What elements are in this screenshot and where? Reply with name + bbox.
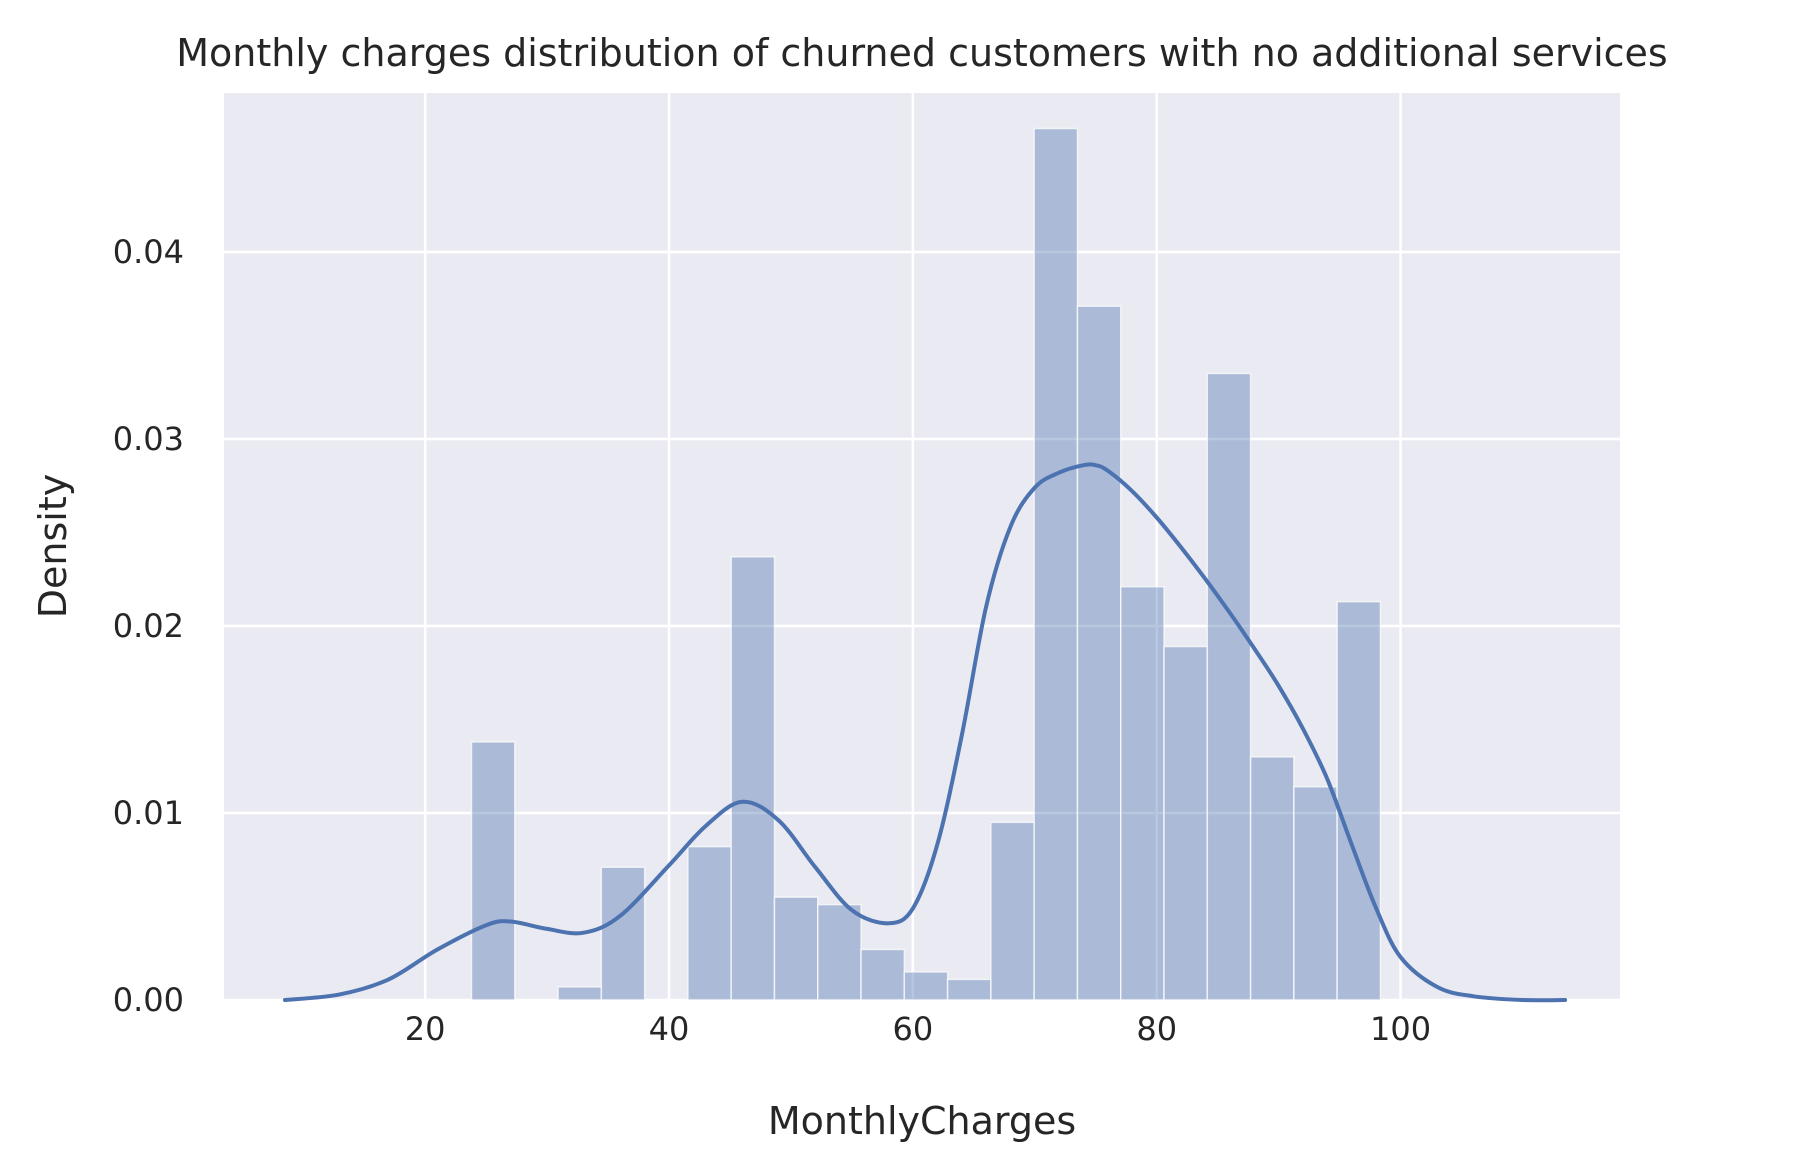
x-tick-labels: 20 40 60 80 100 (405, 1010, 1431, 1048)
x-tick-label-2: 60 (892, 1010, 933, 1048)
plot-background (224, 93, 1620, 1000)
histogram-bar-20 (1336, 600, 1382, 1001)
histogram-bar-6 (730, 556, 776, 1001)
y-tick-labels: 0.00 0.01 0.02 0.03 0.04 (113, 233, 184, 1019)
histogram-bars (470, 127, 1382, 1001)
histogram-bar-16 (1163, 645, 1209, 1001)
x-axis-label: MonthlyCharges (768, 1099, 1076, 1143)
histogram-bar-12 (990, 821, 1035, 1001)
histogram-bar-3 (600, 866, 646, 1001)
y-tick-label-3: 0.03 (113, 420, 184, 458)
y-tick-label-2: 0.02 (113, 607, 184, 645)
x-tick-label-1: 40 (649, 1010, 690, 1048)
y-axis-label: Density (31, 474, 75, 618)
histogram-bar-15 (1119, 585, 1165, 1001)
histogram-bar-8 (817, 903, 862, 1001)
x-tick-label-0: 20 (405, 1010, 446, 1048)
x-tick-label-4: 100 (1370, 1010, 1431, 1048)
histogram-bar-10 (903, 971, 949, 1001)
histogram-bar-18 (1249, 756, 1295, 1001)
histogram-bar-7 (773, 896, 819, 1001)
x-tick-label-3: 80 (1136, 1010, 1177, 1048)
y-tick-label-4: 0.04 (113, 233, 184, 271)
histogram-bar-0 (470, 741, 516, 1001)
y-tick-label-0: 0.00 (113, 981, 184, 1019)
histogram-bar-5 (687, 845, 732, 1001)
histogram-bar-2 (557, 986, 603, 1001)
histogram-bar-14 (1076, 305, 1122, 1001)
histogram-bar-11 (946, 978, 992, 1001)
y-tick-label-1: 0.01 (113, 794, 184, 832)
histogram-bar-9 (860, 948, 906, 1001)
histogram-bar-13 (1033, 127, 1079, 1001)
histogram-bar-17 (1206, 372, 1252, 1001)
kde-curve (283, 462, 1568, 1003)
chart-title: Monthly charges distribution of churned … (176, 31, 1667, 75)
histogram-bar-19 (1293, 786, 1338, 1001)
